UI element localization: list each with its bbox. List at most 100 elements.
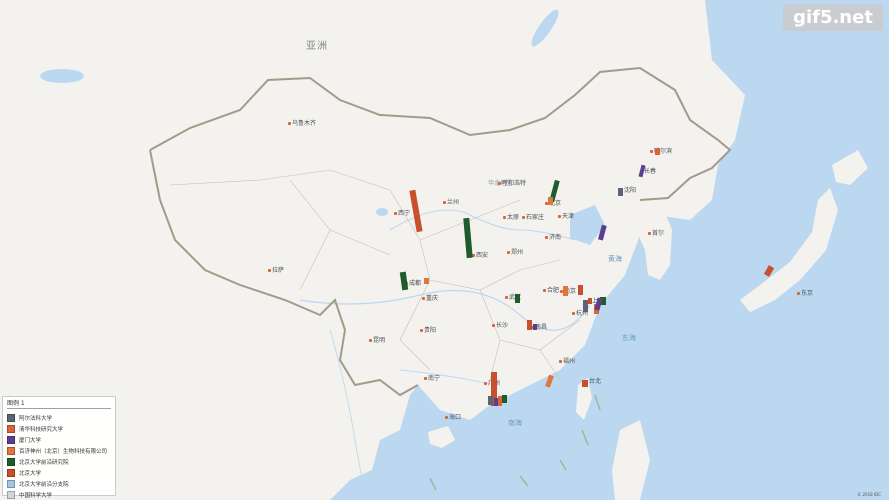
yangtze-river — [299, 289, 591, 331]
city-dot-icon — [422, 297, 425, 300]
lake-balkhash — [40, 69, 84, 83]
map-legend: 图例 1 阿尔法科大学 清华科技研究大学 厦门大学 百济神州（北京）生物科技有限… — [2, 396, 116, 499]
map-bar[interactable] — [597, 224, 607, 241]
legend-item[interactable]: 北京大学前沿研究院 — [7, 456, 111, 467]
map-bar[interactable] — [594, 297, 603, 311]
city-dot-icon — [268, 269, 271, 272]
hokkaido — [832, 150, 868, 185]
city-tokyo[interactable]: 东京 — [797, 288, 813, 297]
city-jinan[interactable]: 济南 — [545, 232, 561, 241]
hainan-island — [428, 426, 455, 448]
map-bar[interactable] — [763, 265, 775, 277]
map-bar[interactable] — [494, 398, 498, 406]
city-guiyang[interactable]: 贵阳 — [420, 325, 436, 334]
city-kunming[interactable]: 昆明 — [369, 335, 385, 344]
city-lanzhou[interactable]: 兰州 — [443, 197, 459, 206]
city-taiyuan[interactable]: 太原 — [503, 212, 519, 221]
city-lhasa[interactable]: 拉萨 — [268, 265, 284, 274]
legend-item[interactable]: 中国科学大学 — [7, 489, 111, 500]
city-nanning[interactable]: 南宁 — [424, 373, 440, 382]
map-bar[interactable] — [527, 320, 532, 330]
legend-item[interactable]: 北京大学前沿分支院 — [7, 478, 111, 489]
city-hohhot[interactable]: 呼和浩特 — [498, 178, 526, 187]
reef-marks — [429, 394, 601, 491]
mekong-river — [329, 329, 371, 500]
city-urumqi[interactable]: 乌鲁木齐 — [288, 118, 316, 127]
map-bar[interactable] — [533, 324, 537, 330]
map-bar[interactable] — [515, 294, 520, 303]
map-bar[interactable] — [424, 278, 429, 284]
city-dot-icon — [648, 232, 651, 235]
city-beijing[interactable]: 北京 — [545, 198, 561, 207]
city-harbin[interactable]: 哈尔滨 — [650, 146, 672, 155]
city-dot-icon — [559, 360, 562, 363]
map-bar[interactable] — [618, 188, 623, 196]
city-xian[interactable]: 西安 — [472, 250, 488, 259]
city-dot-icon — [507, 251, 510, 254]
city-xining[interactable]: 西宁 — [394, 208, 410, 217]
map-bar[interactable] — [488, 396, 493, 405]
city-dot-icon — [503, 216, 506, 219]
map-bar[interactable] — [588, 298, 592, 304]
city-zhengzhou[interactable]: 郑州 — [507, 247, 523, 256]
region-label-asia: 亚洲 — [306, 41, 328, 52]
city-dot-icon — [420, 329, 423, 332]
city-dot-icon — [472, 254, 475, 257]
city-shijiazhuang[interactable]: 石家庄 — [522, 212, 544, 221]
city-chongqing[interactable]: 重庆 — [422, 293, 438, 302]
city-fuzhou[interactable]: 福州 — [559, 356, 575, 365]
legend-swatch — [7, 479, 15, 488]
legend-item[interactable]: 清华科技研究大学 — [7, 423, 111, 434]
legend-item[interactable]: 厦门大学 — [7, 434, 111, 445]
legend-swatch — [7, 435, 15, 444]
map-bar[interactable] — [491, 372, 497, 406]
sea-label-south-china: 南海 — [508, 419, 522, 427]
legend-swatch — [7, 413, 15, 422]
map-bar[interactable] — [502, 395, 507, 403]
map-bar[interactable] — [578, 285, 583, 295]
map-bar[interactable] — [655, 148, 660, 155]
province-borders — [169, 169, 581, 381]
map-bar[interactable] — [549, 179, 560, 203]
national-border — [149, 66, 732, 397]
map-bar[interactable] — [545, 374, 554, 388]
map-bar[interactable] — [563, 286, 568, 296]
map-bar[interactable] — [548, 197, 553, 205]
city-changsha[interactable]: 长沙 — [492, 320, 508, 329]
map-bar[interactable] — [582, 380, 588, 387]
map-bar[interactable] — [463, 217, 473, 259]
map-bar[interactable] — [409, 189, 423, 233]
city-nanjing[interactable]: 南京 — [560, 286, 576, 295]
city-dot-icon — [394, 212, 397, 215]
city-hefei[interactable]: 合肥 — [543, 285, 559, 294]
city-dot-icon — [484, 382, 487, 385]
taiwan-island — [576, 378, 592, 420]
city-haikou[interactable]: 海口 — [445, 412, 461, 421]
city-seoul[interactable]: 首尔 — [648, 228, 664, 237]
city-hangzhou[interactable]: 杭州 — [572, 308, 588, 317]
map-bar[interactable] — [600, 297, 606, 305]
lake-qinghai — [376, 208, 388, 216]
city-dot-icon — [572, 312, 575, 315]
legend-item[interactable]: 阿尔法科大学 — [7, 412, 111, 423]
philippines — [612, 420, 650, 500]
map-bar[interactable] — [583, 300, 588, 312]
legend-title: 图例 1 — [7, 399, 111, 409]
legend-item[interactable]: 百济神州（北京）生物科技有限公司 — [7, 445, 111, 456]
bohai-bay — [570, 205, 605, 245]
map-bar[interactable] — [399, 271, 409, 291]
city-tianjin[interactable]: 天津 — [558, 211, 574, 220]
copyright-text: © 2018 IDC — [857, 492, 881, 497]
legend-item[interactable]: 北京大学 — [7, 467, 111, 478]
korea-peninsula — [636, 200, 672, 280]
city-nanchang[interactable]: 南昌 — [531, 322, 547, 331]
map-bar[interactable] — [638, 164, 646, 178]
map-bar[interactable] — [498, 396, 502, 406]
city-dot-icon — [424, 377, 427, 380]
city-dot-icon — [369, 339, 372, 342]
city-dot-icon — [443, 201, 446, 204]
land-mass — [0, 0, 745, 500]
